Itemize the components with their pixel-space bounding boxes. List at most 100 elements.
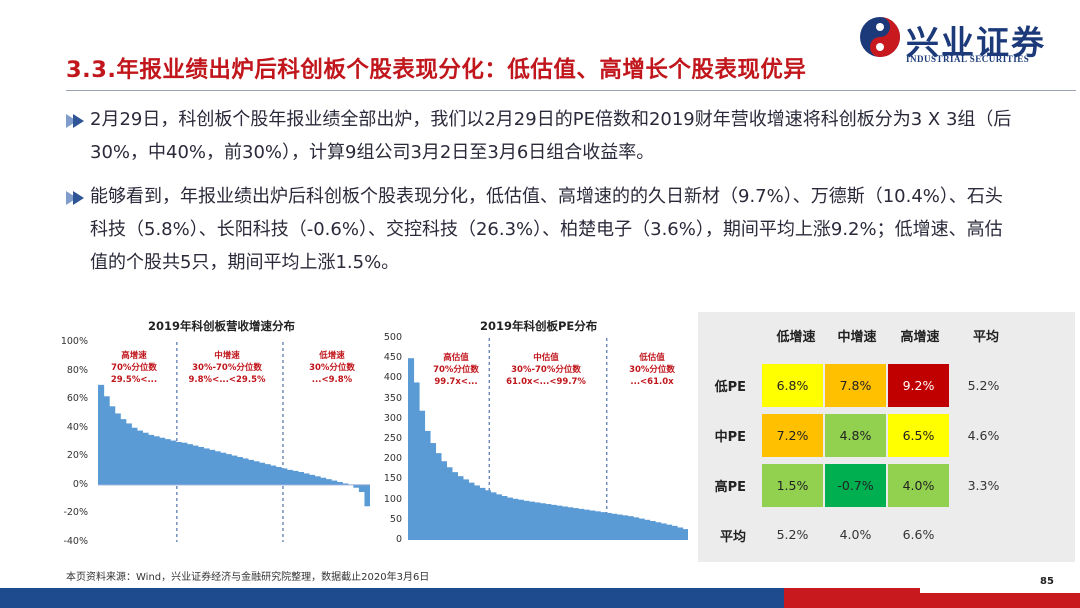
y-tick-label: 250 (383, 433, 402, 444)
data-bar (103, 396, 110, 485)
data-bar (589, 510, 596, 540)
data-bar (501, 495, 508, 540)
y-tick-label: 100% (60, 336, 88, 347)
data-bar (506, 497, 513, 540)
col-header-high-growth: 高增速 (900, 330, 940, 345)
bullet-text: 2月29日，科创板个股年报业绩全部出炉，我们以2月29日的PE倍数和2019财年… (90, 109, 1012, 163)
data-bar (429, 443, 437, 540)
data-bar (616, 514, 623, 540)
data-bar (308, 474, 316, 485)
col-header-low-growth: 低增速 (776, 330, 816, 345)
page-title: 3.3.年报业绩出炉后科创板个股表现分化：低估值、高增长个股表现优异 (66, 57, 807, 83)
data-bar (236, 457, 243, 485)
avg-high-pe: 3.3% (967, 478, 1000, 493)
data-bar (242, 458, 249, 485)
data-bar (572, 508, 579, 540)
bullet-text: 能够看到，年报业绩出炉后科创板个股表现分化，低估值、高增速的的久日新材（9.7%… (90, 186, 1003, 273)
y-tick-label: -20% (63, 507, 88, 519)
data-bar (364, 484, 370, 507)
data-bar (297, 472, 304, 485)
y-tick-label: -40% (63, 536, 88, 547)
data-bar (358, 484, 366, 492)
data-bar (550, 504, 557, 540)
data-bar (320, 477, 327, 485)
cell-midpe-lowgrowth: 7.2% (762, 414, 823, 457)
data-bar (666, 524, 673, 540)
logo-text-cn: 兴业证券 (906, 23, 1046, 62)
data-bar (605, 512, 612, 540)
chart1-title: 2019年科创板营收增速分布 (148, 319, 296, 333)
bullet-arrow-icon (66, 114, 84, 128)
data-bar (120, 419, 127, 485)
logo-swirl-icon (860, 17, 900, 57)
data-bar (627, 516, 634, 540)
data-bar (147, 434, 155, 485)
data-bar (270, 465, 277, 485)
cell-midpe-midgrowth: 4.8% (825, 414, 886, 457)
data-bar (418, 410, 426, 540)
data-bar (331, 480, 338, 485)
data-bar (545, 504, 552, 540)
data-bar (468, 482, 475, 540)
col-header-mid-growth: 中增速 (837, 330, 877, 345)
data-bar (424, 430, 431, 540)
data-bar (286, 469, 293, 485)
y-tick-label: 40% (66, 421, 88, 433)
data-bar (457, 476, 464, 540)
data-bar (258, 462, 266, 485)
return-table (698, 312, 1075, 562)
y-tick-label: 350 (383, 392, 402, 404)
chart2-plot (408, 338, 688, 540)
source-note: 本页资料来源：Wind，兴业证券经济与金融研究院整理，数据截止2020年3月6日 (66, 572, 430, 583)
data-bar (342, 483, 349, 485)
data-bar (578, 508, 585, 540)
data-bar (197, 447, 205, 485)
data-bar (479, 487, 486, 540)
data-bar (413, 382, 420, 540)
data-bar (682, 529, 688, 540)
row-header-mid-pe: 中PE (714, 430, 746, 445)
data-bar (534, 502, 541, 540)
y-tick-label: 0% (72, 478, 88, 490)
data-bar (451, 472, 459, 540)
data-bar (600, 512, 607, 540)
data-bar (164, 439, 171, 485)
data-bar (517, 499, 524, 540)
y-tick-label: 100 (383, 493, 402, 505)
data-bar (677, 527, 684, 540)
avg-high-growth: 6.6% (902, 527, 935, 542)
avg-low-growth: 5.2% (776, 527, 809, 542)
data-bar (264, 464, 271, 485)
row-header-average: 平均 (719, 530, 746, 545)
data-bar (153, 436, 160, 485)
cell-midpe-highgrowth: 6.5% (888, 414, 949, 457)
quantile-label: 中估值 30%-70%分位数 61.0x<...<99.7% (506, 353, 586, 387)
data-bar (655, 522, 662, 540)
data-bar (203, 448, 210, 485)
logo-text-en: INDUSTRIAL SECURITIES (906, 54, 1030, 64)
data-bar (495, 494, 502, 540)
data-bar (253, 461, 260, 485)
data-bar (275, 467, 282, 485)
data-bar (490, 492, 497, 540)
cell-lowpe-midgrowth: 7.8% (825, 364, 886, 407)
y-tick-label: 300 (383, 412, 402, 424)
data-bar (336, 482, 343, 485)
y-tick-label: 50 (389, 513, 402, 525)
data-bar (170, 440, 177, 485)
bullet-2: 能够看到，年报业绩出炉后科创板个股表现分化，低估值、高增速的的久日新材（9.7%… (66, 180, 1016, 279)
y-tick-label: 20% (66, 450, 88, 462)
data-bar (220, 452, 227, 485)
data-bar (649, 521, 656, 540)
data-bar (408, 358, 415, 540)
cell-highpe-midgrowth: -0.7% (825, 464, 886, 507)
cell-highpe-lowgrowth: 1.5% (762, 464, 823, 507)
data-bar (303, 473, 310, 485)
data-bar (644, 519, 651, 540)
chart2-title: 2019年科创板PE分布 (480, 319, 598, 333)
data-bar (209, 449, 216, 485)
data-bar (98, 384, 105, 485)
data-bar (556, 505, 563, 540)
footer-accent (784, 588, 1080, 608)
chart1-plot (98, 342, 370, 542)
